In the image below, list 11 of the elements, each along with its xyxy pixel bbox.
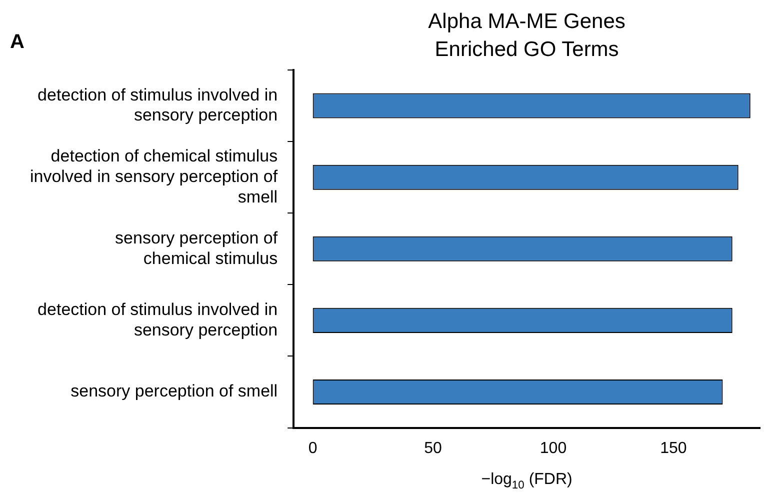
x-tick-label: 0 [308,440,318,457]
x-tick-label: 50 [424,440,442,457]
y-tick-label: sensory perception of chemical stimulus [115,228,278,268]
y-tick-label: sensory perception of smell [70,382,278,401]
y-tick-label: detection of chemical stimulus involved in sensory perception of smell [30,146,278,206]
y-tick-label: detection of stimulus involved in sensory perception [38,300,278,340]
text: A [10,31,24,53]
x-tick-label: 100 [540,440,567,457]
x-tick-label: 150 [660,440,687,457]
chart-title: Alpha MA-ME Genes Enriched GO Terms [428,10,626,61]
y-tick-label: detection of stimulus involved in sensory perception [38,85,278,125]
